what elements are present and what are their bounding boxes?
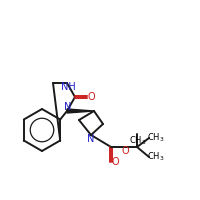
Text: O: O	[121, 146, 129, 156]
Text: N: N	[64, 102, 71, 112]
Text: CH$_3$: CH$_3$	[129, 134, 146, 147]
Text: O: O	[112, 157, 119, 167]
Text: CH$_3$: CH$_3$	[147, 150, 164, 163]
Text: N: N	[87, 134, 94, 144]
Text: O: O	[88, 92, 95, 102]
Text: CH$_3$: CH$_3$	[147, 131, 164, 144]
Text: NH: NH	[61, 82, 75, 92]
Polygon shape	[67, 109, 94, 113]
